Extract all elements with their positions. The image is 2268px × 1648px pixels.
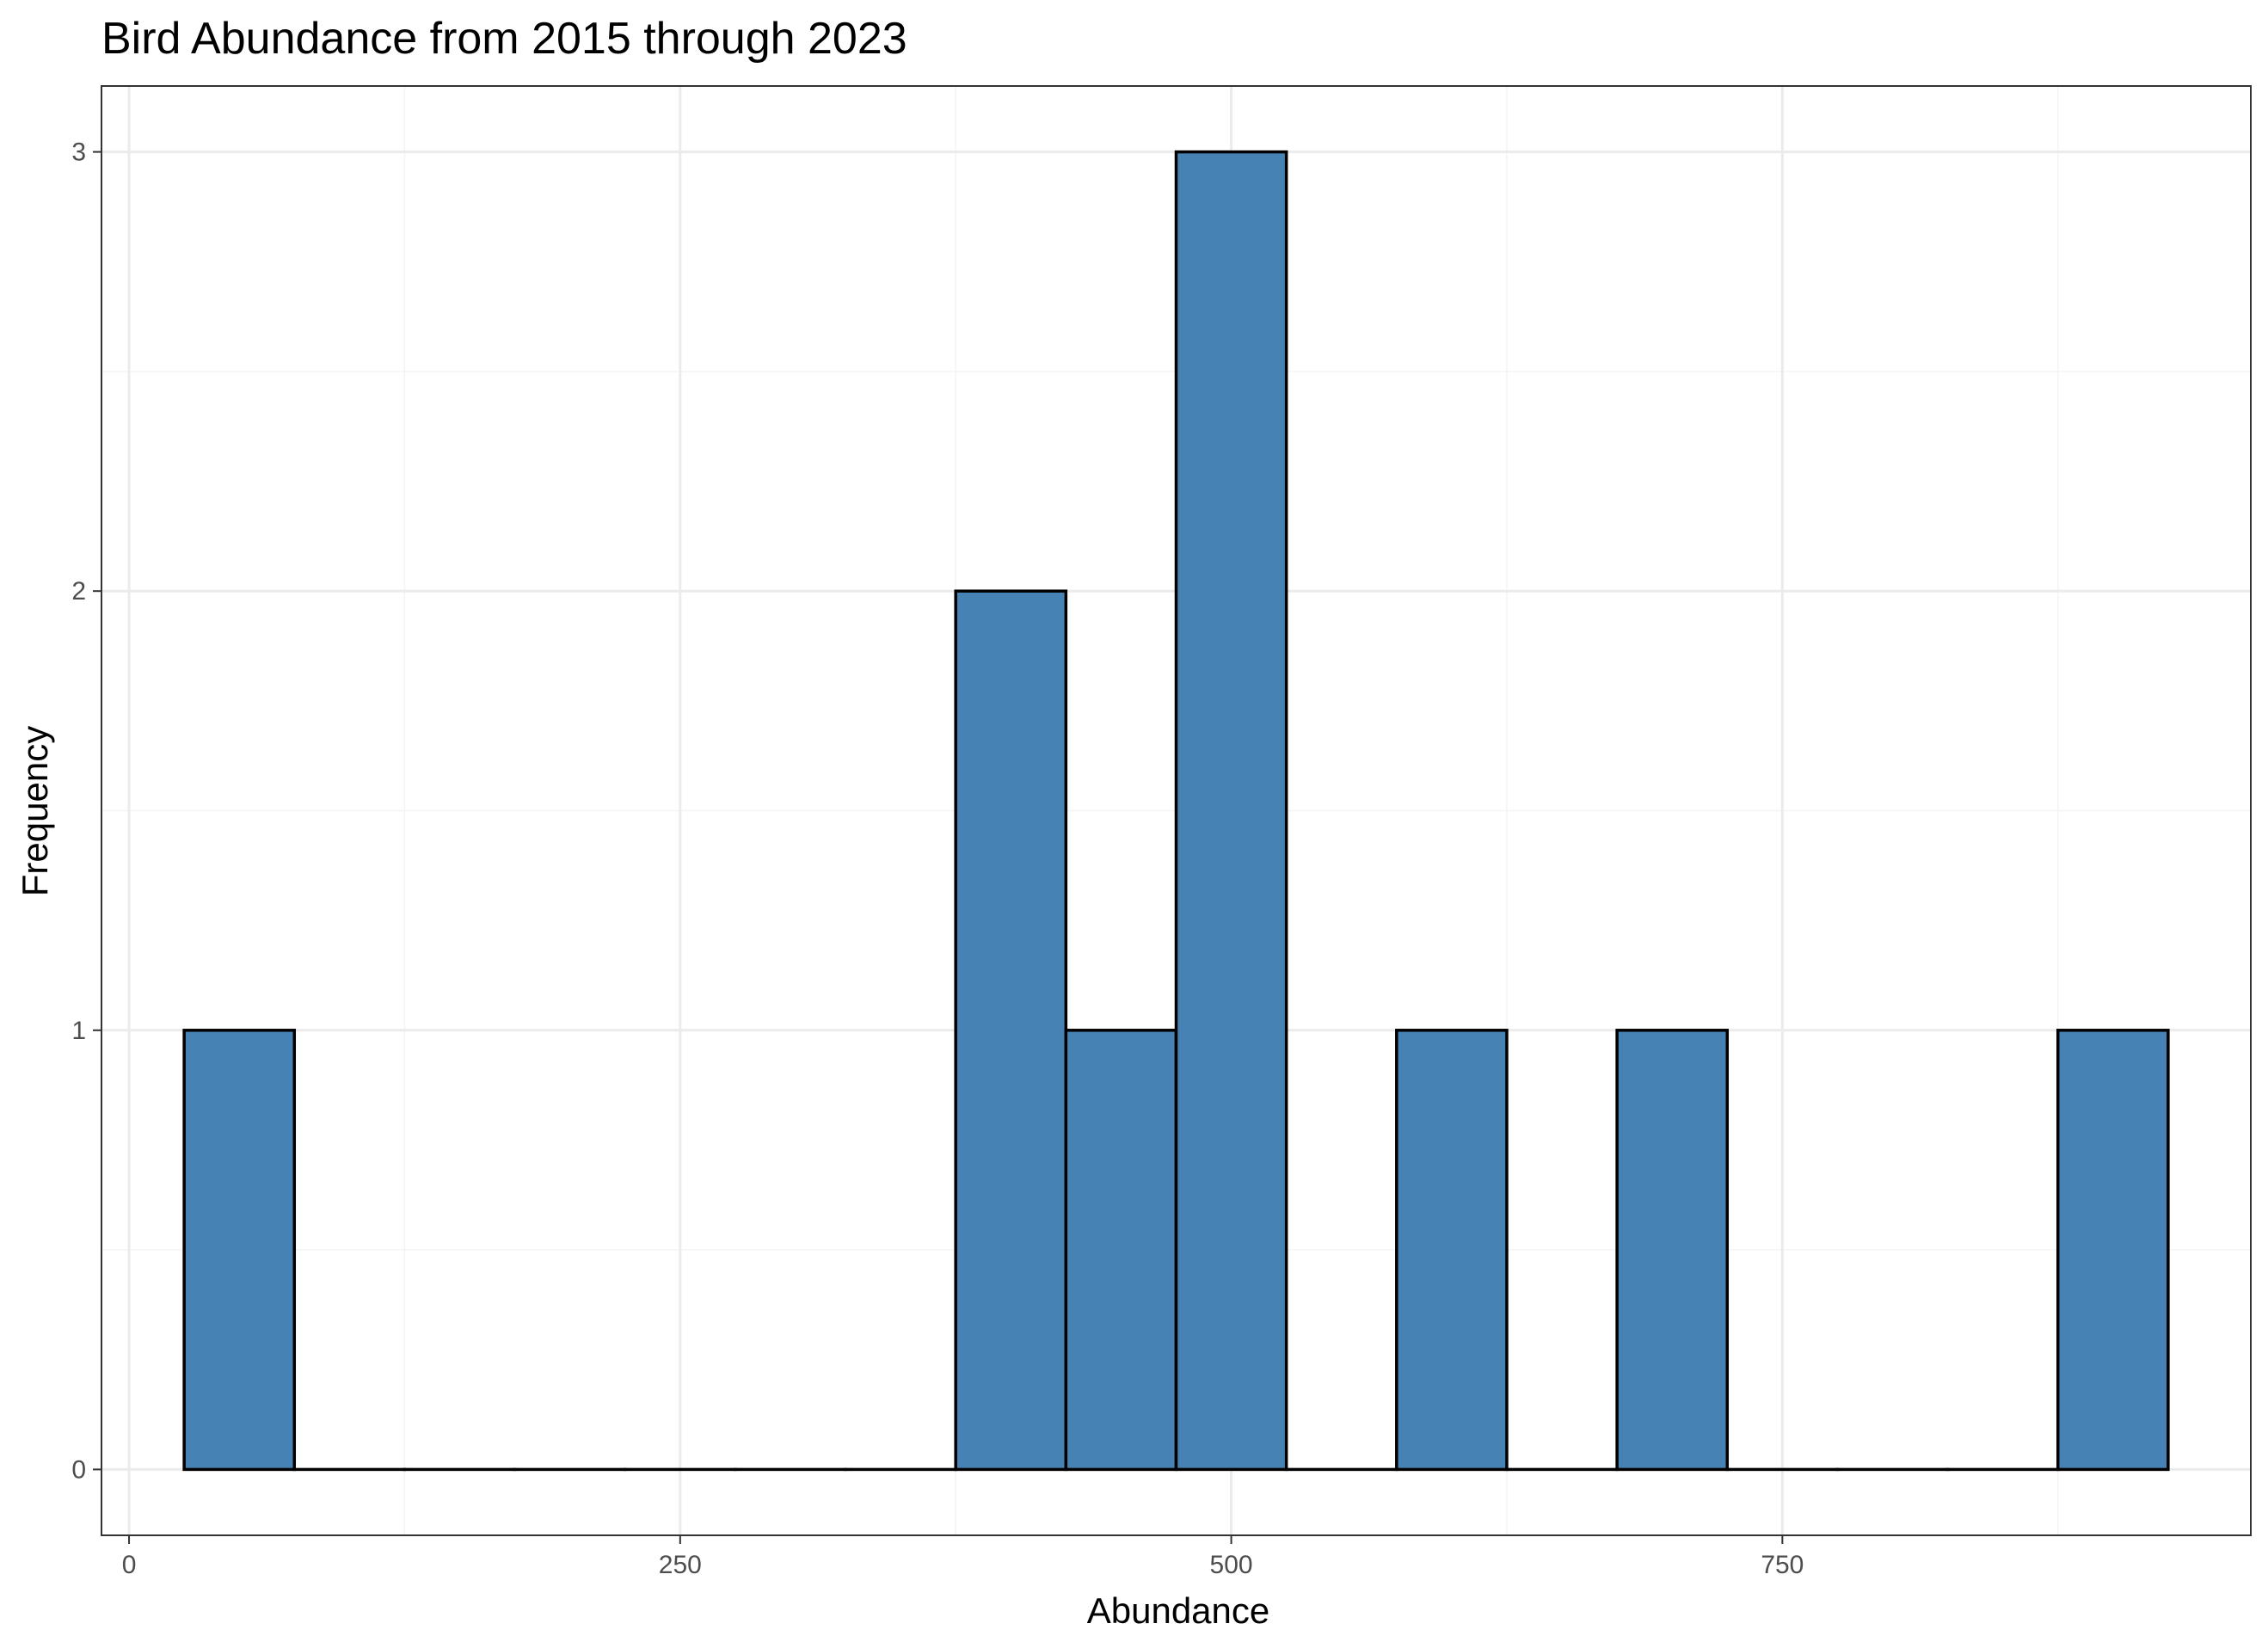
histogram-bar: [1064, 1029, 1178, 1472]
y-tick-label: 2: [71, 577, 86, 606]
y-axis-title: Frequency: [15, 726, 55, 896]
y-tick-label: 0: [71, 1455, 86, 1484]
x-tick-label: 0: [122, 1551, 137, 1579]
histogram-bar: [1615, 1029, 1730, 1472]
histogram-bar: [1174, 150, 1288, 1472]
chart-title: Bird Abundance from 2015 through 2023: [101, 14, 907, 64]
histogram-bar: [954, 589, 1068, 1472]
histogram-bar: [182, 1029, 297, 1472]
histogram-bar: [1395, 1029, 1509, 1472]
x-tick-label: 750: [1761, 1551, 1804, 1579]
x-axis: 0 250 500 750: [122, 1535, 1804, 1579]
x-tick-label: 500: [1210, 1551, 1253, 1579]
y-tick-label: 1: [71, 1017, 86, 1045]
histogram-bar: [2056, 1029, 2170, 1472]
y-axis: 0 1 2 3: [71, 138, 101, 1484]
histogram-bars: [182, 150, 2170, 1472]
x-axis-title: Abundance: [1087, 1590, 1270, 1631]
x-tick-label: 250: [659, 1551, 702, 1579]
plot-panel-border: [101, 85, 2252, 1536]
y-tick-label: 3: [71, 138, 86, 167]
